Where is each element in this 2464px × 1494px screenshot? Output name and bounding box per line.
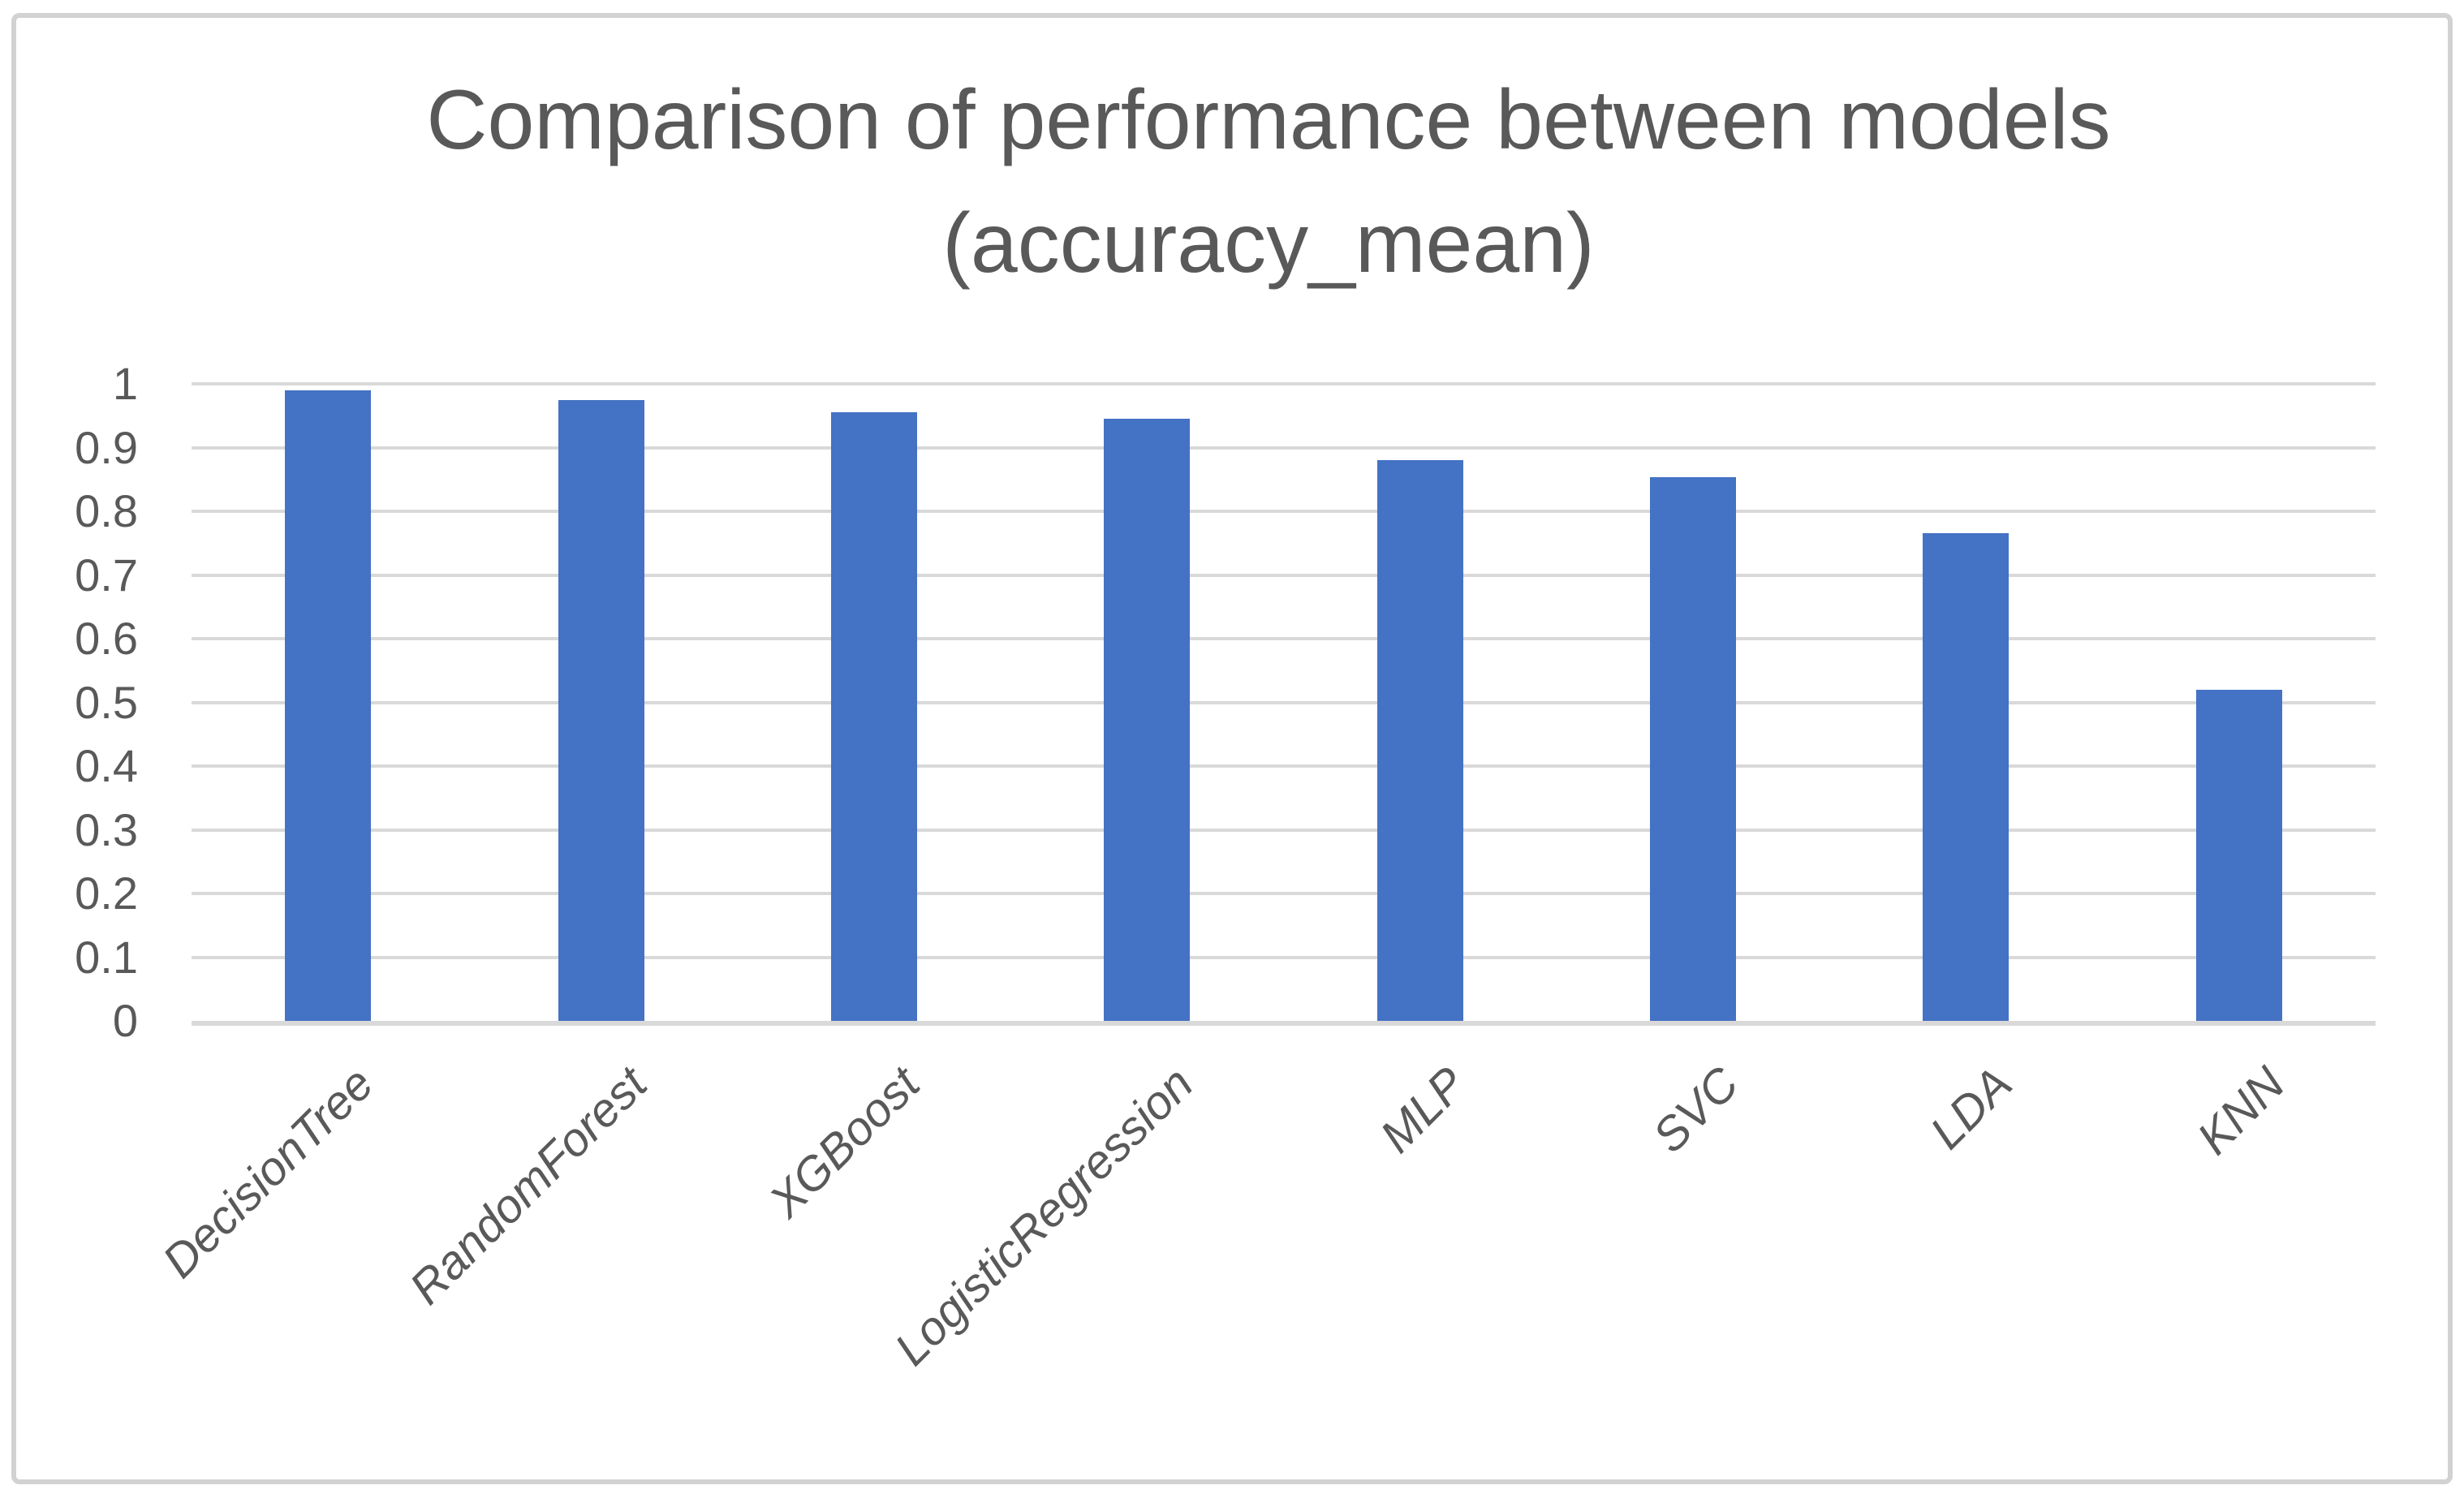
y-tick-label: 0.7	[75, 549, 138, 601]
chart-title-line1: Comparison of performance between models	[426, 73, 2111, 167]
bar-KNN	[2195, 689, 2282, 1021]
chart-title-line2: (accuracy_mean)	[942, 196, 1595, 291]
y-tick-label: 0.8	[75, 485, 138, 536]
y-axis-tick-labels: 0 0.1 0.2 0.3 0.4 0.5 0.6 0.7 0.8 0.9 1	[0, 361, 138, 1044]
x-category-label: RandomForest	[399, 1057, 657, 1315]
gridline	[192, 510, 2376, 513]
x-category-label: MLP	[1370, 1057, 1476, 1163]
plot-area	[192, 382, 2376, 1026]
y-tick-label: 0.3	[75, 803, 138, 855]
bar-LDA	[1923, 533, 2010, 1021]
x-category-label: SVC	[1643, 1057, 1749, 1163]
gridline	[192, 955, 2376, 959]
gridline	[192, 446, 2376, 450]
x-category-label: LogisticRegression	[884, 1057, 1204, 1376]
x-axis-line	[192, 1021, 2376, 1026]
y-tick-label: 0.6	[75, 613, 138, 664]
bar-SVC	[1650, 477, 1737, 1021]
y-tick-label: 1	[112, 358, 138, 409]
bar-LogisticRegression	[1104, 419, 1191, 1021]
y-tick-label: 0.4	[75, 740, 138, 791]
gridline	[192, 828, 2376, 832]
y-tick-label: 0.2	[75, 868, 138, 919]
gridline	[192, 892, 2376, 895]
bar-XGBoost	[830, 412, 917, 1021]
gridline	[192, 637, 2376, 640]
bar-RandomForest	[558, 399, 644, 1021]
x-category-label: KNN	[2187, 1057, 2295, 1165]
x-category-label: XGBoost	[759, 1057, 930, 1228]
chart-title: Comparison of performance between models…	[162, 58, 2375, 305]
y-tick-label: 0.1	[75, 931, 138, 983]
gridline	[192, 382, 2376, 385]
bar-MLP	[1376, 460, 1463, 1021]
y-tick-label: 0	[112, 995, 138, 1046]
x-axis-category-labels: DecisionTree RandomForest XGBoost LogisticR…	[153, 1021, 2376, 1475]
gridline	[192, 700, 2376, 704]
gridline	[192, 573, 2376, 577]
bar-DecisionTree	[285, 390, 372, 1021]
y-tick-label: 0.9	[75, 421, 138, 473]
chart-outer-border	[11, 13, 2453, 1484]
gridline	[192, 764, 2376, 768]
y-tick-label: 0.5	[75, 676, 138, 728]
x-category-label: LDA	[1919, 1057, 2022, 1160]
